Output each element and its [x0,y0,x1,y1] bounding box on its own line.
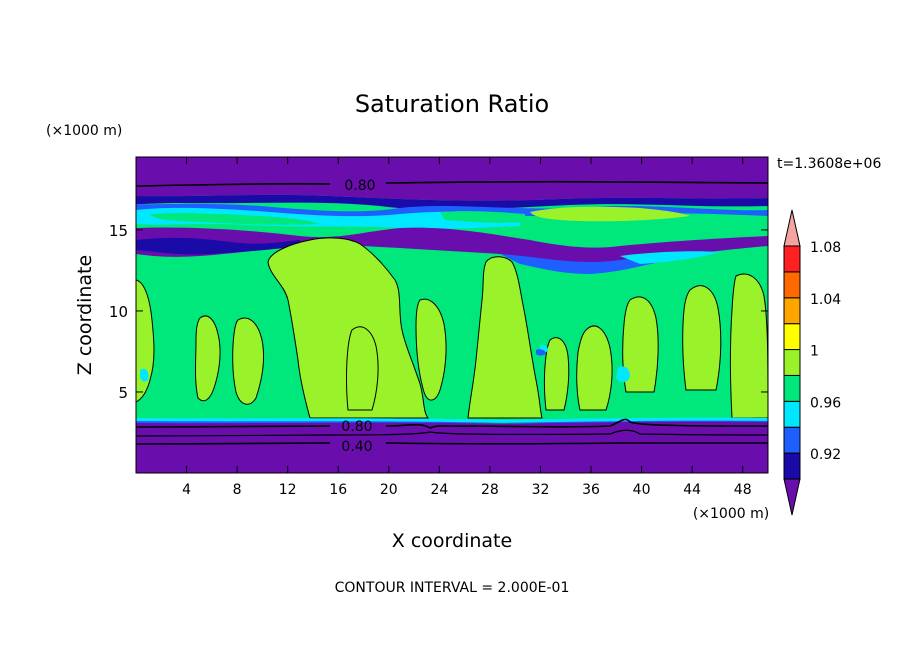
upper-green-streak-2 [440,211,525,223]
colorbar-tick-label: 1.04 [810,292,841,308]
contour-line-040 [136,442,768,445]
colorbar-low-triangle [783,478,801,516]
mid-cyan-wisp [620,251,720,264]
contour-label-lower-040: 0.40 [341,439,372,455]
y-axis-label: Z coordinate [74,255,96,375]
x-axis-ticks: 4 8 12 16 20 24 28 32 36 40 44 48 [182,157,752,498]
colorbar-segment [783,245,801,273]
colorbar-high-triangle [783,209,801,247]
y-tick-label: 10 [109,303,128,321]
y-tick-label: 15 [109,222,128,240]
cloud-column-4 [415,298,447,401]
mid-dark-streak [136,237,300,255]
contour-label-lower-080: 0.80 [341,419,372,435]
y-tick-label: 5 [118,384,128,402]
blue-pocket-3 [536,349,546,356]
x-tick-label: 12 [279,482,297,498]
colorbar-segment [783,400,801,428]
colorbar-tick-label: 0.92 [810,447,841,463]
contour-line-upper-080 [136,180,768,187]
x-tick-label: 16 [329,482,347,498]
x-tick-label: 28 [481,482,499,498]
cloud-column-9 [346,326,379,411]
contour-line-lower-080 [136,418,768,429]
cloud-right-tower [467,256,543,419]
colorbar-segment [783,271,801,299]
upper-cyan-streak [136,207,520,229]
colorbar-tick-label: 1.08 [810,240,841,256]
colorbar-segment [783,349,801,376]
plot-frame [135,156,769,474]
contour-label-upper: 0.80 [344,178,375,194]
contour-interval-footer: CONTOUR INTERVAL = 2.000E-01 [335,580,570,596]
y-axis-ticks: 5 10 15 [109,222,768,402]
x-tick-label: 48 [734,482,752,498]
x-axis-label: X coordinate [392,530,512,552]
lower-dry-band [136,421,768,473]
colorbar-tick-label: 1 [810,344,819,360]
upper-dry-band [136,157,768,201]
x-tick-label: 20 [380,482,398,498]
colorbar-segment [783,297,801,325]
lower-cyan-edge [136,417,768,422]
x-tick-label: 8 [233,482,242,498]
cloud-column-10 [544,337,570,411]
chart-title: Saturation Ratio [355,90,549,118]
cyan-pocket-1 [616,366,630,383]
time-label: t=1.3608e+06 [777,156,881,172]
cloud-column-7 [682,285,722,391]
colorbar-segment [783,426,801,454]
cloud-column-8 [730,273,768,419]
cloud-column-6 [622,296,659,393]
contour-field [136,157,768,473]
cloud-column-5 [576,325,613,411]
x-tick-label: 4 [182,482,191,498]
cloud-main-tower [267,237,429,419]
colorbar-segment [783,374,801,402]
colorbar-segment [783,323,801,351]
x-unit-label: (×1000 m) [693,506,769,522]
cyan-pocket-4 [140,368,149,382]
colorbar-tick-label: 0.96 [810,395,841,411]
upper-green-streak [150,213,320,225]
x-tick-label: 44 [683,482,701,498]
upper-blue-band [136,194,768,210]
mid-dry-band [136,227,768,271]
cloud-column-2 [195,315,221,402]
x-tick-label: 36 [582,482,600,498]
contour-line-060 [136,429,768,437]
x-tick-label: 24 [430,482,448,498]
colorbar-segment [783,452,801,480]
colorbar: 1.08 1.04 1 0.96 0.92 [783,209,841,516]
y-unit-label: (×1000 m) [46,123,122,139]
upper-lightgreen-patch [530,206,690,222]
x-tick-label: 40 [633,482,651,498]
x-tick-label: 32 [532,482,550,498]
mid-blue-streak [500,254,660,274]
cloud-column-3 [232,317,265,405]
